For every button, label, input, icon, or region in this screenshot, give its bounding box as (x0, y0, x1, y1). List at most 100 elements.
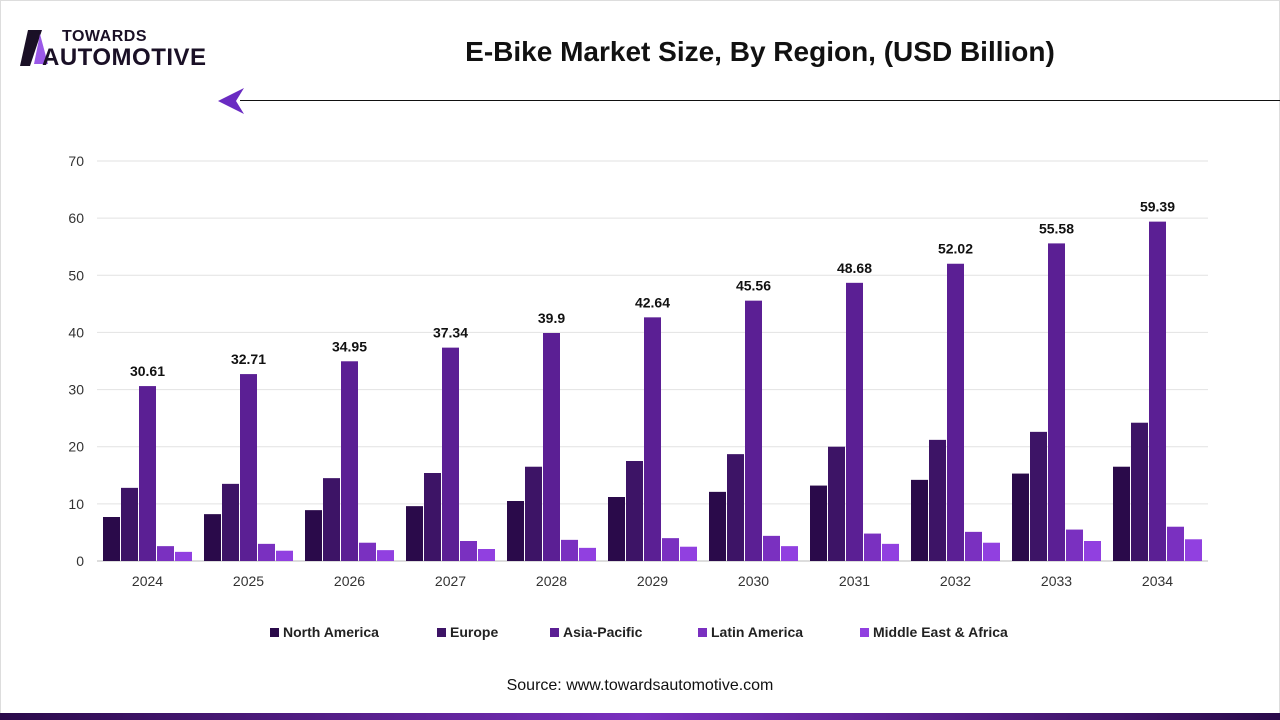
bar-europe-2031 (828, 446, 845, 561)
bar-north-america-2034 (1113, 466, 1130, 561)
data-label: 32.71 (231, 351, 266, 367)
x-tick-label: 2033 (1041, 573, 1072, 589)
legend-swatch (550, 628, 559, 637)
bar-north-america-2033 (1012, 473, 1029, 561)
x-tick-label: 2029 (637, 573, 668, 589)
x-tick-label: 2024 (132, 573, 163, 589)
bar-asia-pacific-2033 (1048, 243, 1065, 561)
arrow-left-icon (218, 88, 244, 114)
legend-swatch (270, 628, 279, 637)
legend-label: North America (283, 624, 379, 640)
bar-latin-america-2034 (1167, 526, 1184, 561)
chart-title: E-Bike Market Size, By Region, (USD Bill… (465, 36, 1055, 67)
divider (240, 100, 1280, 101)
x-tick-label: 2028 (536, 573, 567, 589)
x-tick-label: 2032 (940, 573, 971, 589)
bar-europe-2033 (1030, 431, 1047, 561)
bar-europe-2030 (727, 454, 744, 561)
data-label: 48.68 (837, 260, 872, 276)
x-tick-label: 2026 (334, 573, 365, 589)
y-tick-label: 0 (76, 553, 84, 569)
data-label: 42.64 (635, 294, 670, 310)
bar-north-america-2032 (911, 479, 928, 561)
bar-middle-east-africa-2027 (478, 549, 495, 561)
y-tick-label: 60 (68, 210, 84, 226)
x-tick-label: 2034 (1142, 573, 1173, 589)
bar-asia-pacific-2031 (846, 282, 863, 561)
bar-latin-america-2025 (258, 543, 275, 561)
bar-latin-america-2028 (561, 539, 578, 561)
bar-north-america-2025 (204, 514, 221, 561)
source-note: Source: www.towardsautomotive.com (506, 677, 774, 694)
bar-north-america-2024 (103, 517, 120, 561)
bar-middle-east-africa-2026 (377, 550, 394, 561)
bar-north-america-2031 (810, 485, 827, 561)
data-label: 37.34 (433, 325, 468, 341)
bar-asia-pacific-2025 (240, 374, 257, 561)
bar-europe-2028 (525, 466, 542, 561)
bar-latin-america-2033 (1066, 529, 1083, 561)
bar-europe-2026 (323, 478, 340, 561)
bar-latin-america-2029 (662, 538, 679, 561)
bar-middle-east-africa-2025 (276, 550, 293, 561)
y-tick-label: 30 (68, 382, 84, 398)
bar-asia-pacific-2029 (644, 317, 661, 561)
data-label: 55.58 (1039, 220, 1074, 236)
bar-north-america-2030 (709, 491, 726, 561)
data-label: 34.95 (332, 338, 367, 354)
legend-label: Asia-Pacific (563, 624, 643, 640)
bar-latin-america-2030 (763, 535, 780, 561)
brand-line2: AUTOMOTIVE (42, 44, 207, 71)
data-label: 59.39 (1140, 199, 1175, 215)
y-tick-label: 40 (68, 324, 84, 340)
bar-europe-2032 (929, 439, 946, 561)
bar-europe-2024 (121, 487, 138, 561)
x-tick-label: 2031 (839, 573, 870, 589)
bar-north-america-2029 (608, 497, 625, 561)
bar-asia-pacific-2026 (341, 361, 358, 561)
bar-middle-east-africa-2034 (1185, 539, 1202, 561)
legend-swatch (698, 628, 707, 637)
data-label: 30.61 (130, 363, 165, 379)
bar-asia-pacific-2024 (139, 386, 156, 561)
y-tick-label: 70 (68, 153, 84, 169)
legend-swatch (437, 628, 446, 637)
bar-middle-east-africa-2029 (680, 546, 697, 561)
x-tick-label: 2025 (233, 573, 264, 589)
bar-middle-east-africa-2032 (983, 542, 1000, 561)
brand-line1: TOWARDS (62, 28, 147, 45)
bar-north-america-2026 (305, 510, 322, 561)
legend-swatch (860, 628, 869, 637)
footer-bar (0, 713, 1280, 720)
bar-asia-pacific-2032 (947, 263, 964, 561)
data-label: 45.56 (736, 278, 771, 294)
y-tick-label: 50 (68, 267, 84, 283)
x-tick-label: 2030 (738, 573, 769, 589)
bar-latin-america-2026 (359, 542, 376, 561)
bar-asia-pacific-2030 (745, 300, 762, 561)
bar-north-america-2027 (406, 506, 423, 561)
x-tick-label: 2027 (435, 573, 466, 589)
bar-europe-2034 (1131, 422, 1148, 561)
bar-middle-east-africa-2024 (175, 551, 192, 561)
bar-europe-2025 (222, 483, 239, 561)
bar-latin-america-2024 (157, 546, 174, 561)
legend-label: Europe (450, 624, 498, 640)
bar-middle-east-africa-2030 (781, 546, 798, 561)
legend-label: Middle East & Africa (873, 624, 1008, 640)
bar-middle-east-africa-2028 (579, 547, 596, 561)
bar-latin-america-2031 (864, 533, 881, 561)
bar-latin-america-2027 (460, 541, 477, 561)
bar-latin-america-2032 (965, 531, 982, 561)
bar-middle-east-africa-2033 (1084, 541, 1101, 561)
data-label: 52.02 (938, 241, 973, 257)
y-tick-label: 10 (68, 496, 84, 512)
logo-mark-icon (20, 30, 48, 66)
bar-north-america-2028 (507, 501, 524, 561)
legend-label: Latin America (711, 624, 803, 640)
bar-asia-pacific-2028 (543, 333, 560, 561)
y-tick-label: 20 (68, 439, 84, 455)
bar-europe-2029 (626, 461, 643, 561)
data-label: 39.9 (538, 310, 565, 326)
